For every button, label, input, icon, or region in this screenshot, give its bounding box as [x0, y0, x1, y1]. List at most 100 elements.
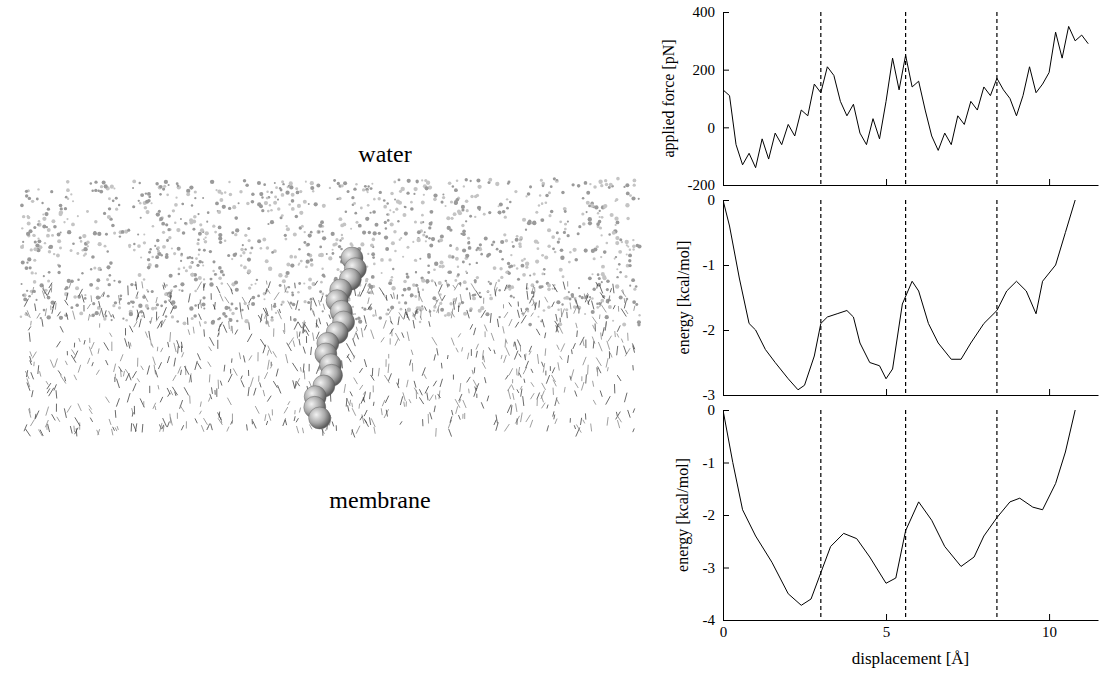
lipid-chain: [491, 333, 494, 341]
lipid-chain: [624, 393, 627, 403]
water-molecule: [303, 300, 306, 303]
water-molecule: [297, 291, 300, 294]
water-molecule: [439, 261, 443, 265]
water-molecule: [371, 252, 375, 256]
water-molecule: [168, 184, 170, 186]
lipid-chain: [360, 385, 363, 390]
water-molecule: [118, 306, 121, 309]
water-molecule: [615, 256, 617, 258]
water-molecule: [428, 186, 432, 190]
water-molecule: [138, 273, 142, 277]
lipid-chain: [558, 362, 559, 370]
lipid-chain: [160, 423, 162, 432]
water-molecule: [626, 253, 628, 255]
water-molecule: [59, 316, 63, 320]
water-molecule: [547, 244, 550, 247]
water-molecule: [240, 248, 244, 252]
lipid-chain: [178, 366, 181, 373]
water-molecule: [622, 323, 626, 327]
water-molecule: [168, 228, 171, 231]
water-molecule: [441, 265, 444, 268]
water-molecule: [548, 214, 551, 217]
lipid-chain: [199, 411, 201, 414]
water-molecule: [433, 309, 435, 311]
lipid-chain: [523, 396, 524, 406]
water-molecule: [93, 231, 97, 235]
lipid-chain: [296, 426, 298, 433]
lipid-chain: [632, 365, 633, 370]
lipid-chain: [407, 314, 409, 320]
water-molecule: [285, 271, 289, 275]
water-molecule: [137, 233, 139, 235]
water-molecule: [521, 259, 524, 262]
water-molecule: [406, 246, 409, 249]
lipid-chain: [537, 354, 538, 364]
water-molecule: [118, 204, 120, 206]
lipid-chain: [628, 410, 631, 418]
water-molecule: [499, 250, 502, 253]
water-molecule: [270, 318, 274, 322]
water-molecule: [218, 236, 222, 240]
lipid-chain: [233, 368, 237, 375]
water-molecule: [480, 253, 483, 256]
water-molecule: [176, 182, 179, 185]
lipid-chain: [116, 398, 119, 406]
water-molecule: [268, 267, 272, 271]
water-molecule: [167, 228, 170, 231]
lipid-chain: [467, 377, 471, 383]
water-molecule: [211, 321, 215, 325]
lipid-chain: [435, 395, 436, 399]
water-molecule: [398, 178, 401, 181]
water-molecule: [563, 297, 566, 300]
water-molecule: [450, 217, 453, 220]
water-molecule: [202, 264, 204, 266]
lipid-chain: [249, 355, 252, 360]
water-molecule: [35, 243, 39, 247]
water-molecule: [597, 212, 599, 214]
lipid-chain: [616, 412, 621, 420]
water-molecule: [578, 225, 581, 228]
lipid-chain: [516, 403, 517, 412]
water-molecule: [293, 318, 297, 322]
water-molecule: [111, 224, 115, 228]
water-molecule: [316, 184, 320, 188]
water-molecule: [43, 275, 45, 277]
lipid-chain: [115, 427, 117, 431]
lipid-chain: [537, 393, 540, 400]
water-molecule: [321, 293, 324, 296]
lipid-chain: [599, 285, 602, 294]
lipid-chain: [200, 402, 201, 407]
water-molecule: [462, 232, 466, 236]
water-molecule: [350, 228, 352, 230]
water-molecule: [588, 217, 592, 221]
lipid-chain: [218, 324, 220, 331]
water-molecule: [138, 304, 142, 308]
lipid-chain: [181, 425, 183, 430]
lipid-chain: [98, 429, 100, 435]
water-molecule: [57, 239, 61, 243]
water-molecule: [33, 226, 36, 229]
water-molecule: [91, 255, 95, 259]
water-molecule: [33, 259, 36, 262]
lipid-chain: [163, 285, 164, 290]
lipid-chain: [285, 285, 286, 292]
water-molecule: [400, 308, 403, 311]
water-molecule: [286, 263, 290, 267]
water-molecule: [86, 240, 89, 243]
lipid-chain: [593, 341, 595, 348]
lipid-chain: [163, 307, 167, 316]
water-molecule: [245, 184, 249, 188]
water-molecule: [97, 190, 100, 193]
water-molecule: [169, 274, 173, 278]
lipid-chain: [288, 337, 293, 345]
water-molecule: [347, 190, 350, 193]
water-molecule: [138, 200, 140, 202]
water-molecule: [458, 302, 461, 305]
lipid-chain: [169, 332, 171, 342]
lipid-chain: [438, 293, 441, 301]
lipid-chain: [143, 312, 144, 318]
water-molecule: [532, 220, 536, 224]
water-molecule: [448, 255, 452, 259]
water-molecule: [628, 253, 632, 257]
water-molecule: [25, 190, 28, 193]
